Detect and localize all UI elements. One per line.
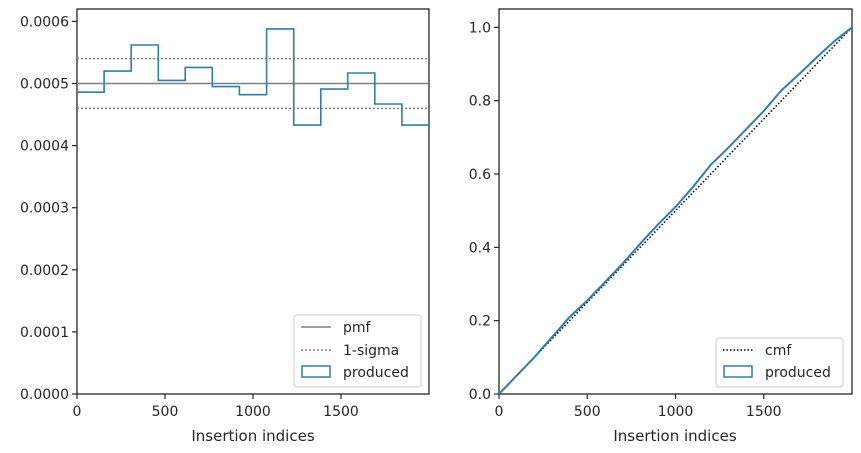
x-tick-label: 1000	[235, 404, 271, 420]
y-tick-label: 0.0000	[20, 387, 69, 403]
x-tick-label: 1500	[746, 404, 782, 420]
cmf-line	[498, 26, 853, 395]
y-tick-label: 0.0006	[20, 14, 69, 30]
x-tick-label: 0	[495, 404, 504, 420]
legend-produced-swatch	[301, 365, 331, 378]
right-panel: 0.0 0.2 0.4 0.6 0.8 1.0 0 500 1000 1500 Insertio…	[469, 8, 853, 445]
left-x-axis-label: Insertion indices	[191, 427, 314, 445]
legend-produced-label-right: produced	[765, 365, 831, 381]
right-legend: cmf produced	[715, 337, 844, 388]
left-legend-box	[293, 314, 422, 388]
y-tick-label: 0.0002	[20, 263, 69, 279]
left-x-ticks: 0 500 1000 1500	[73, 394, 359, 420]
y-tick-label: 0.0004	[20, 139, 69, 155]
y-tick-label: 0.0001	[20, 325, 69, 341]
legend-produced-label: produced	[343, 365, 409, 381]
legend-produced-swatch-right	[723, 365, 753, 378]
x-tick-label: 1000	[658, 404, 694, 420]
legend-cmf-label: cmf	[765, 343, 792, 359]
left-plot-lines	[77, 28, 429, 126]
right-plot-lines	[498, 26, 853, 395]
y-tick-label: 0.6	[469, 167, 491, 183]
produced-cdf-line	[498, 26, 853, 395]
y-tick-label: 0.0003	[20, 201, 69, 217]
y-tick-label: 0.0	[469, 387, 491, 403]
y-tick-label: 0.2	[469, 314, 491, 330]
right-y-ticks: 0.0 0.2 0.4 0.6 0.8 1.0	[469, 20, 499, 403]
x-tick-label: 1500	[323, 404, 359, 420]
right-x-axis-label: Insertion indices	[613, 427, 736, 445]
y-tick-label: 0.0005	[20, 77, 69, 93]
y-tick-label: 0.4	[469, 240, 491, 256]
left-panel: 0.0000 0.0001 0.0002 0.0003 0.0004 0.0005 0.00…	[20, 8, 430, 445]
legend-sigma-label: 1-sigma	[343, 343, 399, 359]
produced-histogram	[77, 28, 429, 126]
x-tick-label: 0	[73, 404, 82, 420]
left-y-ticks: 0.0000 0.0001 0.0002 0.0003 0.0004 0.0005 0.00…	[20, 14, 77, 403]
x-tick-label: 500	[152, 404, 179, 420]
y-tick-label: 1.0	[469, 20, 491, 36]
left-legend: pmf 1-sigma produced	[293, 314, 422, 388]
right-x-ticks: 0 500 1000 1500	[495, 394, 782, 420]
y-tick-label: 0.8	[469, 94, 491, 110]
legend-pmf-label: pmf	[343, 320, 372, 336]
x-tick-label: 500	[574, 404, 601, 420]
